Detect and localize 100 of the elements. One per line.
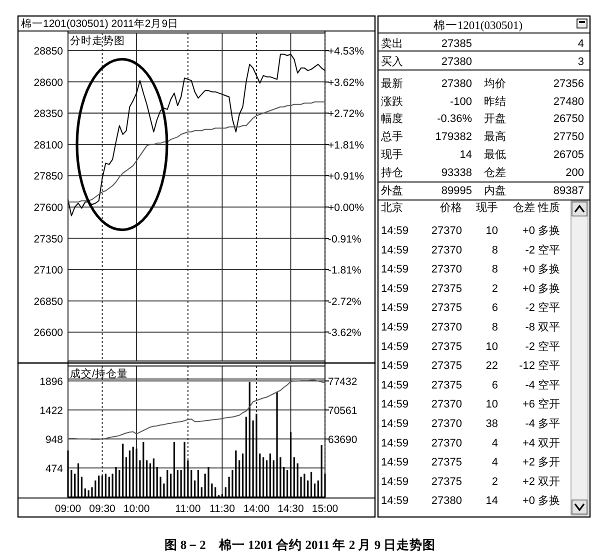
text: 14:59 bbox=[381, 302, 409, 314]
x-tick-label: 11:30 bbox=[209, 503, 236, 515]
text: 14:59 bbox=[381, 264, 409, 276]
text: -12 bbox=[519, 360, 535, 372]
y-tick-label: 27350 bbox=[34, 233, 64, 246]
y-tick-label: 27600 bbox=[34, 202, 64, 214]
text: +2 bbox=[522, 456, 535, 469]
text: 93338 bbox=[441, 167, 472, 179]
text: 多换 bbox=[538, 282, 560, 295]
text: 卖出 bbox=[381, 37, 403, 50]
chart-title: 成交/持仓量 bbox=[70, 367, 128, 380]
text: 14:59 bbox=[381, 322, 409, 334]
text: 外盘 bbox=[381, 185, 403, 197]
y2-tick-label: +4.53% bbox=[328, 46, 364, 58]
text: 4 bbox=[492, 437, 498, 450]
line-series bbox=[68, 380, 326, 440]
text: 27750 bbox=[553, 131, 584, 143]
text: 27370 bbox=[431, 322, 462, 334]
text: 14:59 bbox=[381, 495, 409, 508]
text: 4 bbox=[492, 456, 498, 469]
line-series bbox=[68, 101, 326, 203]
text: +4 bbox=[522, 437, 535, 450]
text: 14:59 bbox=[381, 418, 409, 430]
y-tick-label: 28350 bbox=[34, 108, 64, 120]
text: 仓差 bbox=[513, 202, 535, 214]
text: 2 bbox=[492, 282, 498, 295]
y-tick-label: 948 bbox=[45, 434, 64, 446]
x-tick-label: 14:00 bbox=[243, 503, 270, 515]
text: 涨跌 bbox=[381, 96, 403, 108]
text: 179382 bbox=[435, 131, 472, 143]
text: 现手 bbox=[381, 148, 403, 161]
text: 均价 bbox=[483, 78, 506, 90]
text: 27380 bbox=[431, 495, 462, 508]
text: 8 bbox=[492, 244, 498, 256]
text: -8 bbox=[525, 322, 535, 334]
text: 多换 bbox=[538, 264, 560, 276]
text: 27375 bbox=[431, 360, 462, 372]
y2-tick-label: -1.81% bbox=[328, 264, 362, 277]
text: -2 bbox=[525, 244, 535, 256]
text: 27370 bbox=[431, 437, 462, 450]
y2-tick-label: -0.91% bbox=[328, 233, 362, 246]
text: 14:59 bbox=[381, 398, 409, 411]
text: 总手 bbox=[380, 130, 403, 143]
text: 27375 bbox=[431, 302, 462, 314]
x-tick-label: 14:30 bbox=[278, 503, 304, 515]
text: 空平 bbox=[538, 359, 560, 372]
y2-tick-label: +2.72% bbox=[328, 108, 364, 120]
text: 最高 bbox=[484, 130, 506, 143]
text: 27375 bbox=[431, 379, 462, 392]
text: 14:59 bbox=[381, 225, 409, 237]
text: 22 bbox=[486, 360, 498, 372]
text: 多开 bbox=[538, 456, 560, 469]
text: 多平 bbox=[538, 418, 560, 430]
text: +2 bbox=[522, 476, 535, 488]
text: 14:59 bbox=[381, 379, 409, 392]
text: 开盘 bbox=[484, 113, 506, 125]
y2-tick-label: 77432 bbox=[328, 376, 358, 388]
text: 价格 bbox=[439, 202, 462, 214]
y-tick-label: 1896 bbox=[40, 376, 64, 388]
text: 幅度 bbox=[381, 112, 403, 125]
y2-tick-label: -2.72% bbox=[328, 296, 362, 308]
y-tick-label: 27100 bbox=[34, 264, 64, 277]
text: 89387 bbox=[553, 185, 584, 197]
text: 27380 bbox=[441, 56, 472, 68]
text: +0 bbox=[522, 225, 535, 237]
text: 最低 bbox=[484, 149, 506, 161]
text: 89995 bbox=[441, 185, 472, 197]
text: 27370 bbox=[431, 398, 462, 411]
text: 27385 bbox=[441, 38, 472, 50]
text: +0 bbox=[522, 495, 535, 508]
x-tick-label: 15:00 bbox=[312, 503, 338, 515]
text: 10 bbox=[486, 340, 498, 353]
y-tick-label: 26850 bbox=[34, 296, 64, 308]
text: 空平 bbox=[538, 378, 560, 392]
text: 14 bbox=[486, 495, 498, 508]
text: 27375 bbox=[431, 282, 462, 295]
text: 空平 bbox=[538, 243, 560, 256]
text: 北京 bbox=[381, 201, 403, 214]
text: 27370 bbox=[431, 244, 462, 256]
text: 14:59 bbox=[381, 244, 409, 256]
y2-tick-label: -3.62% bbox=[328, 327, 362, 339]
text: 27356 bbox=[553, 78, 584, 90]
x-tick-label: 10:00 bbox=[123, 503, 150, 515]
text: 14:59 bbox=[381, 282, 409, 295]
text: -2 bbox=[525, 340, 535, 353]
text: 27375 bbox=[431, 456, 462, 469]
text: 双平 bbox=[538, 322, 560, 334]
text: 26750 bbox=[553, 113, 584, 125]
y2-tick-label: +3.62% bbox=[328, 77, 364, 90]
text: 10 bbox=[486, 398, 498, 411]
text: 空平 bbox=[538, 340, 560, 353]
text: 内盘 bbox=[484, 184, 506, 197]
text: 27370 bbox=[431, 264, 462, 276]
text: 14:59 bbox=[381, 340, 409, 353]
text: 4 bbox=[578, 38, 584, 50]
text: 27480 bbox=[553, 96, 584, 108]
text: 8 bbox=[492, 264, 498, 276]
text: 性质 bbox=[537, 201, 560, 214]
text: 27375 bbox=[431, 340, 462, 353]
text: 200 bbox=[566, 167, 584, 179]
